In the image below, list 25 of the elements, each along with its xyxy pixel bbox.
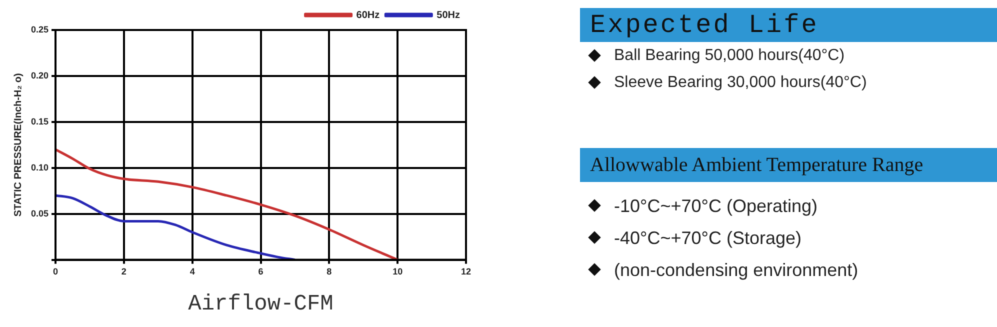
y-tick-label: 0.15 <box>30 116 49 126</box>
text: -40°C~+70°C (Storage) <box>614 228 802 248</box>
line-series <box>56 194 296 260</box>
x-tick-label: 8 <box>326 266 332 277</box>
x-tick-label: 4 <box>190 266 195 277</box>
x-tick-label: 0 <box>53 266 58 277</box>
text: (non-condensing environment) <box>614 260 858 280</box>
x-tick-label: 6 <box>258 266 264 277</box>
text: Sleeve Bearing 30,000 hours(40°C) <box>614 74 867 91</box>
text: -10°C~+70°C (Operating) <box>614 196 818 216</box>
text: Ball Bearing 50,000 hours(40°C) <box>614 47 845 64</box>
y-tick-label: 0.10 <box>30 162 49 172</box>
x-tick-label: 10 <box>392 266 403 277</box>
y-tick-label: 0.20 <box>30 70 49 80</box>
y-tick-label: 0.05 <box>30 208 49 218</box>
text: Expected Life <box>580 8 997 42</box>
legend-label: 50Hz <box>436 10 460 21</box>
x-tick-label: 2 <box>121 266 126 277</box>
x-tick-label: 12 <box>460 266 472 277</box>
legend-label: 60Hz <box>356 10 380 21</box>
x-axis-title: Airflow-CFM <box>188 292 334 317</box>
text: Allowwable Ambient Temperature Range <box>580 148 997 182</box>
y-axis-title: STATIC PRESSURE(Inch-H₂ o) <box>12 73 24 217</box>
y-tick-label: 0.25 <box>30 24 49 34</box>
line-series <box>56 148 399 260</box>
